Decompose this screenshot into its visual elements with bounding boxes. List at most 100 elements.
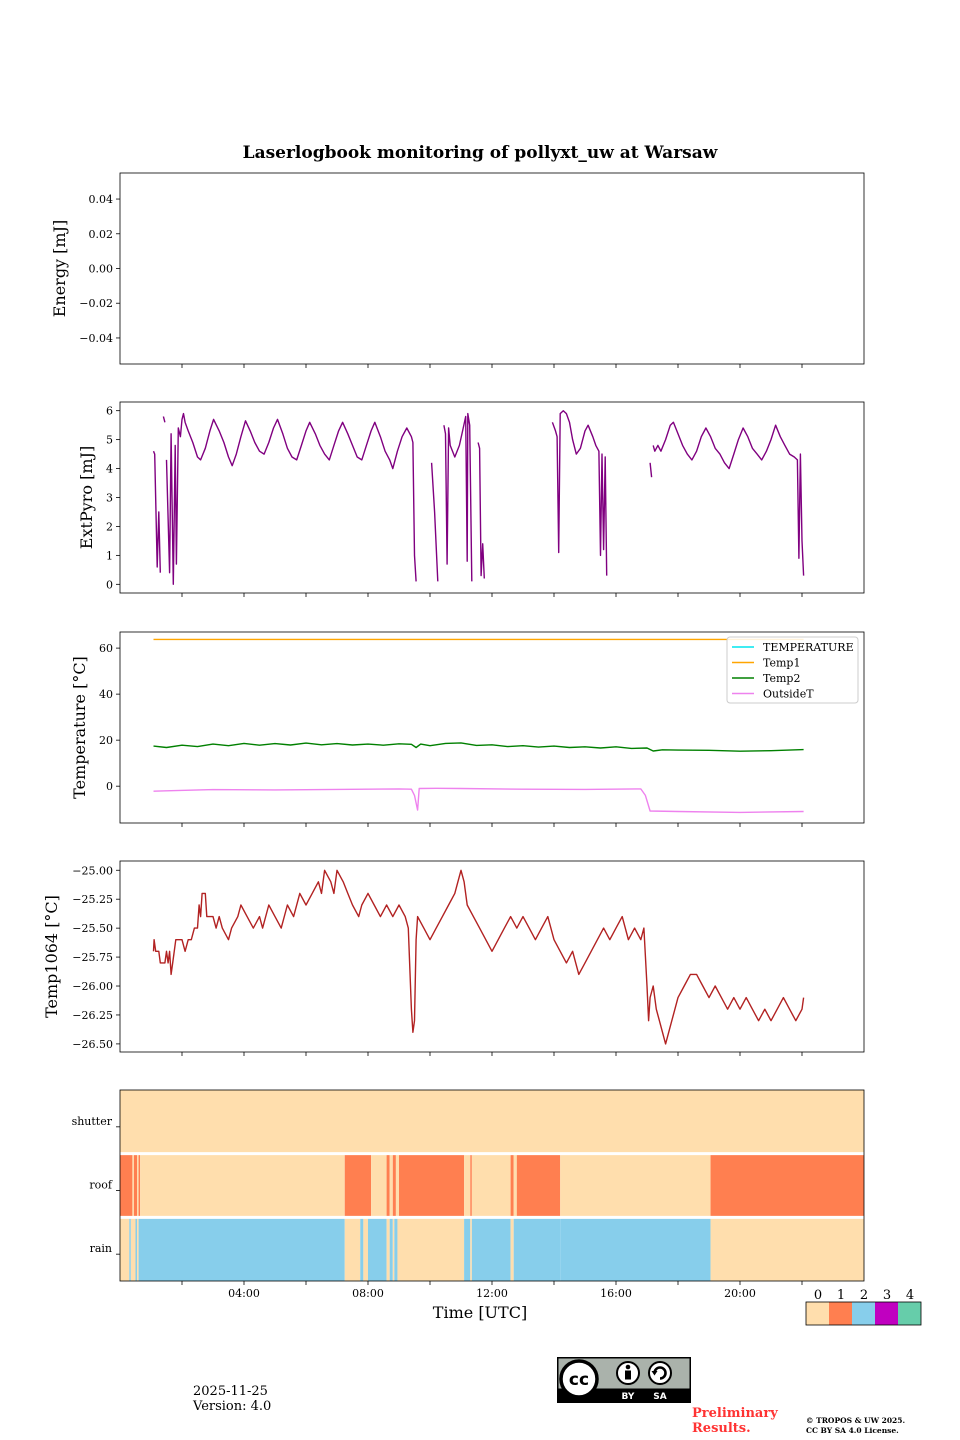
status-cell-rain — [386, 1217, 390, 1281]
y-axis-label: Temperature [°C] — [70, 656, 89, 799]
status-cell-rain — [510, 1217, 514, 1281]
colorbar-label: 4 — [906, 1288, 914, 1303]
y-axis-label: Temp1064 [°C] — [42, 895, 61, 1018]
preliminary-line-2: Results. — [692, 1421, 751, 1436]
status-cell-roof — [510, 1153, 514, 1218]
status-cell-rain — [464, 1217, 471, 1281]
status-cell-roof — [138, 1153, 141, 1218]
status-cell-rain — [470, 1217, 472, 1281]
legend: TEMPERATURE Temp1 Temp2 OutsideT — [726, 636, 859, 704]
x-tick-label: 08:00 — [352, 1287, 384, 1300]
status-cell-rain — [135, 1217, 138, 1281]
status-cell-roof — [471, 1153, 511, 1218]
series-line-extpyro — [430, 462, 439, 582]
y-tick-label: −0.04 — [79, 332, 113, 345]
status-cell-roof — [395, 1153, 399, 1218]
y-tick-label: 40 — [99, 688, 113, 701]
y-axis-label: Energy [mJ] — [50, 220, 69, 318]
y-axis-label: ExtPyro [mJ] — [77, 446, 96, 549]
svg-text:cc: cc — [569, 1370, 589, 1390]
status-cell-roof — [392, 1153, 396, 1218]
status-cell-rain — [129, 1217, 131, 1281]
y-tick-label: 0 — [106, 780, 113, 793]
y-tick-label: −25.00 — [72, 864, 113, 877]
panel-1: 0.04 0.02 0.00 −0.02 −0.04 Energy [mJ] — [50, 172, 865, 368]
preliminary-line-1: Preliminary — [692, 1406, 778, 1421]
status-cell-roof — [516, 1153, 561, 1218]
status-cell-rain — [394, 1217, 398, 1281]
status-cell-roof — [464, 1153, 471, 1218]
series-line-temp1064 — [152, 869, 805, 1045]
y-tick-label: 5 — [106, 434, 113, 447]
x-tick-label: 12:00 — [476, 1287, 508, 1300]
colorbar-swatch — [829, 1302, 852, 1325]
status-cell-rain — [389, 1217, 393, 1281]
panel-2: 0 1 2 3 4 5 6 ExtPyro [mJ] — [77, 401, 865, 597]
y-tick-label: −25.25 — [72, 893, 113, 906]
status-cell-roof — [560, 1153, 711, 1218]
y-tick-label: −25.50 — [72, 922, 113, 935]
series-line-extpyro — [649, 462, 653, 478]
preliminary-results-note: Preliminary Results. — [692, 1406, 778, 1436]
status-cell-roof — [513, 1153, 517, 1218]
y-tick-label: −26.00 — [72, 980, 113, 993]
y-tick-label: 3 — [106, 492, 113, 505]
status-cell-rain — [710, 1217, 864, 1281]
series-line-extpyro — [152, 450, 161, 573]
x-tick-label: 20:00 — [724, 1287, 756, 1300]
series-line-extpyro — [477, 442, 485, 579]
status-cell-rain — [138, 1217, 345, 1281]
legend-label: OutsideT — [763, 688, 814, 701]
y-tick-label: 0.00 — [89, 263, 114, 276]
axes-frame — [119, 172, 865, 365]
row-label-shutter: shutter — [72, 1115, 113, 1128]
chart-title: Laserlogbook monitoring of pollyxt_uw at… — [243, 143, 718, 163]
y-tick-label: 60 — [99, 642, 113, 655]
cc-license-badge: cc BY SA — [557, 1357, 691, 1403]
series-line-extpyro — [551, 410, 608, 576]
y-tick-label: 2 — [106, 520, 113, 533]
status-cell-rain — [120, 1217, 130, 1281]
status-cell-roof — [133, 1153, 138, 1218]
colorbar-frame — [805, 1301, 922, 1326]
copyright-note: © TROPOS & UW 2025. CC BY SA 4.0 License… — [806, 1416, 905, 1436]
row-label-rain: rain — [90, 1242, 112, 1255]
legend-frame — [726, 636, 859, 704]
status-cell-rain — [130, 1217, 136, 1281]
status-cell-shutter — [120, 1090, 864, 1154]
x-axis-label: Time [UTC] — [433, 1303, 527, 1322]
status-cell-roof — [120, 1153, 133, 1218]
y-tick-label: 0.02 — [89, 228, 114, 241]
status-cell-rain — [560, 1217, 711, 1281]
license-by-label: BY — [622, 1392, 635, 1402]
colorbar-label: 1 — [837, 1288, 845, 1303]
footer-date: 2025-11-25 — [193, 1384, 268, 1399]
y-tick-label: 4 — [106, 463, 113, 476]
status-cell-roof — [470, 1153, 472, 1218]
cc-logo-icon — [559, 1359, 599, 1399]
status-cell-roof — [386, 1153, 390, 1218]
colorbar-swatch — [806, 1302, 829, 1325]
footer-date-version: 2025-11-25 Version: 4.0 — [193, 1384, 271, 1414]
row-label-roof: roof — [89, 1179, 113, 1192]
status-cell-rain — [344, 1217, 361, 1281]
y-tick-label: 6 — [106, 405, 113, 418]
copyright-line-2: CC BY SA 4.0 License. — [806, 1426, 899, 1435]
status-cell-roof — [140, 1153, 345, 1218]
colorbar-label: 2 — [860, 1288, 868, 1303]
status-cell-rain — [363, 1217, 368, 1281]
series-line-outsidet — [153, 787, 804, 814]
y-tick-label: −26.50 — [72, 1038, 113, 1051]
status-cell-rain — [397, 1217, 465, 1281]
status-cell-roof — [399, 1153, 465, 1218]
status-cell-roof — [137, 1153, 139, 1218]
y-tick-label: 0.04 — [89, 193, 114, 206]
colorbar-swatch — [898, 1302, 921, 1325]
legend-label: TEMPERATURE — [763, 641, 854, 654]
status-cell-rain — [513, 1217, 561, 1281]
status-cell-roof — [132, 1153, 134, 1218]
colorbar-label: 3 — [883, 1288, 891, 1303]
colorbar-label: 0 — [814, 1288, 822, 1303]
